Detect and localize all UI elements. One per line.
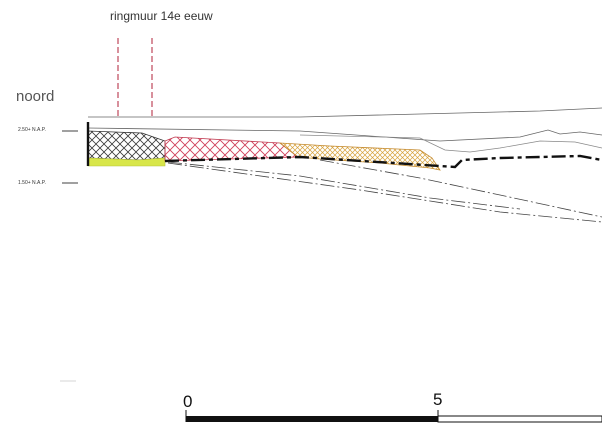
surface-line-lower (87, 127, 602, 142)
construction-line-2 (167, 162, 602, 223)
level-label-top: 2.50+ N.A.P. (18, 127, 46, 133)
layer-black-crosshatch (87, 130, 166, 161)
wall-title: ringmuur 14e eeuw (110, 9, 213, 23)
surface-line-upper (88, 107, 602, 118)
scale-bar-segment-5-10 (437, 415, 602, 423)
scale-bar-segment-0-5 (186, 416, 438, 422)
construction-line-3 (319, 159, 602, 218)
scale-label-0: 0 (183, 392, 193, 411)
orientation-label: noord (16, 88, 55, 105)
construction-line-1 (167, 161, 521, 210)
level-label-bottom: 1.50+ N.A.P. (18, 180, 46, 186)
scale-label-5: 5 (433, 390, 443, 409)
surface-line-right (299, 134, 602, 153)
